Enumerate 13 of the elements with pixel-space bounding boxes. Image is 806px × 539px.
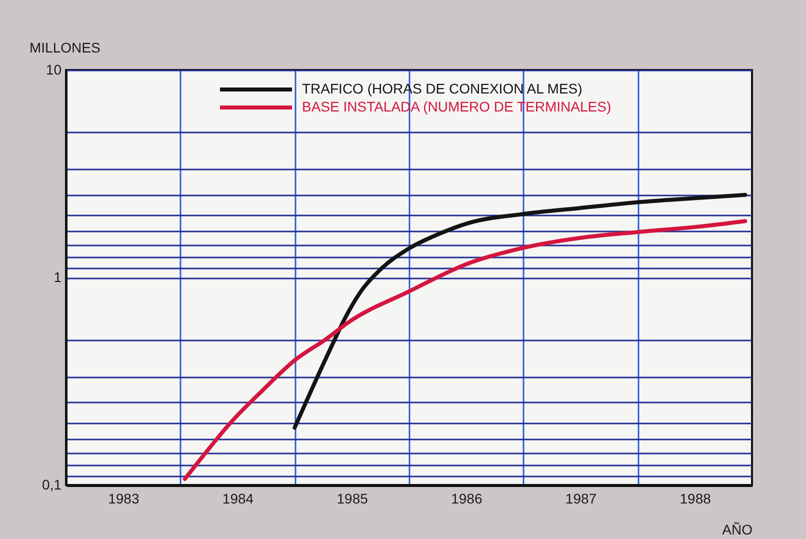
y-tick-label: 10 [46,62,62,78]
line-series [292,192,748,430]
y-axis-title: MILLONES [30,40,100,56]
x-tick-label: 1985 [336,490,368,506]
x-tick-label: 1987 [565,490,597,506]
x-axis-title: AÑO [722,522,753,538]
y-tick-label: 1 [54,269,62,285]
line-series [182,219,748,481]
y-tick-label: 0,1 [42,476,62,492]
x-tick-label: 1988 [680,490,712,506]
x-tick-label: 1984 [222,490,254,506]
x-tick-label: 1986 [451,490,482,506]
x-tick-label: 1983 [108,490,140,506]
